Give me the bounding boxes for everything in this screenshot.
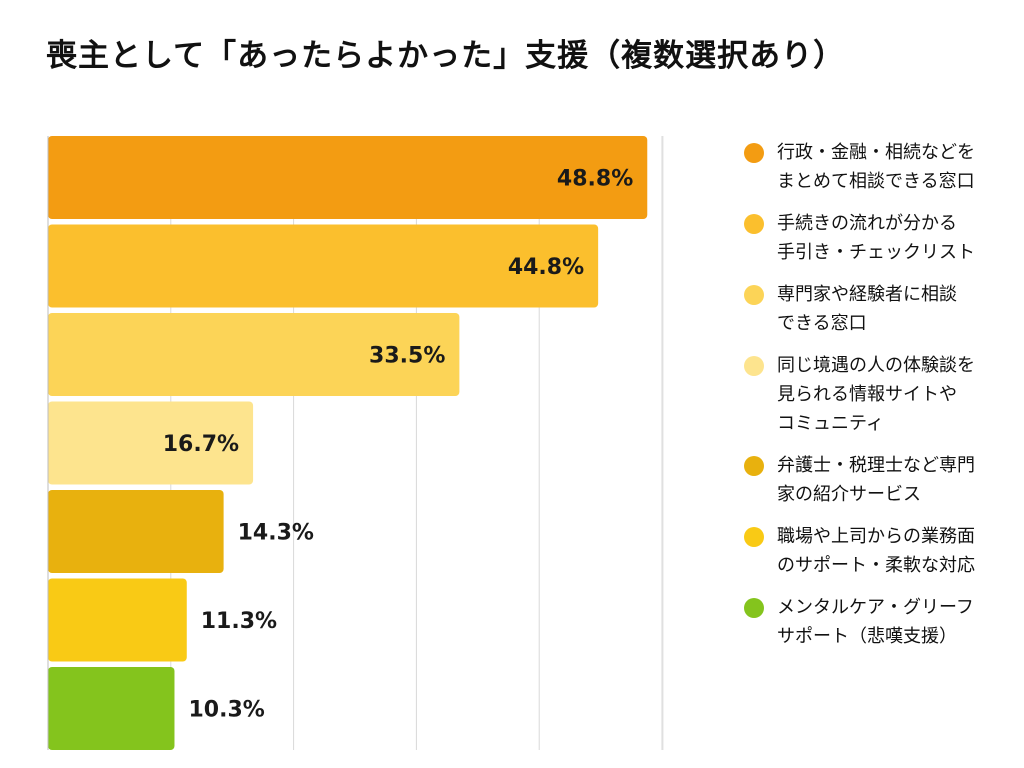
legend-item: 行政・金融・相続などを まとめて相談できる窓口 bbox=[744, 138, 1019, 196]
legend-label: 同じ境遇の人の体験談を bbox=[777, 355, 975, 376]
legend-label: できる窓口 bbox=[777, 313, 867, 334]
bar-value-label: 11.3% bbox=[201, 609, 277, 634]
legend-swatch-icon bbox=[744, 214, 764, 234]
legend-label: 専門家や経験者に相談 bbox=[777, 284, 957, 305]
legend-label: 職場や上司からの業務面 bbox=[777, 526, 975, 547]
legend-label: 手引き・チェックリスト bbox=[777, 242, 975, 263]
legend-label: 行政・金融・相続などを bbox=[777, 142, 975, 163]
legend-item: 職場や上司からの業務面 のサポート・柔軟な対応 bbox=[744, 522, 1019, 580]
page-title: 喪主として「あったらよかった」支援（複数選択あり） bbox=[46, 38, 846, 74]
legend-label: メンタルケア・グリーフ bbox=[777, 597, 974, 618]
bar-value-label: 14.3% bbox=[238, 521, 314, 546]
legend-label: 家の紹介サービス bbox=[777, 484, 921, 505]
legend-swatch-icon bbox=[744, 527, 764, 547]
legend-label: コミュニティ bbox=[777, 413, 884, 434]
bar bbox=[48, 490, 224, 573]
bar bbox=[48, 401, 254, 485]
legend-swatch-icon bbox=[744, 285, 764, 305]
legend-swatch-icon bbox=[744, 598, 764, 618]
bar bbox=[48, 667, 175, 750]
chart-legend: 行政・金融・相続などを まとめて相談できる窓口 手続きの流れが分かる 手引き・チェック… bbox=[744, 138, 1019, 664]
legend-label: のサポート・柔軟な対応 bbox=[777, 555, 975, 576]
bar-value-label: 10.3% bbox=[188, 698, 264, 723]
legend-label: まとめて相談できる窓口 bbox=[777, 171, 975, 192]
legend-swatch-icon bbox=[744, 143, 764, 163]
bar-value-label: 16.7% bbox=[163, 432, 239, 457]
legend-item: メンタルケア・グリーフ サポート（悲嘆支援） bbox=[744, 593, 1019, 651]
legend-label: 手続きの流れが分かる bbox=[777, 213, 957, 234]
legend-swatch-icon bbox=[744, 356, 764, 376]
legend-label: 弁護士・税理士など専門 bbox=[777, 455, 975, 476]
legend-item: 同じ境遇の人の体験談を 見られる情報サイトや コミュニティ bbox=[744, 351, 1019, 438]
legend-swatch-icon bbox=[744, 456, 764, 476]
bar-value-label: 44.8% bbox=[508, 255, 584, 280]
bar bbox=[48, 313, 460, 396]
bar bbox=[48, 136, 648, 219]
legend-item: 手続きの流れが分かる 手引き・チェックリスト bbox=[744, 209, 1019, 267]
bar-value-label: 33.5% bbox=[369, 344, 445, 369]
legend-label: 見られる情報サイトや bbox=[777, 384, 957, 405]
bar bbox=[48, 578, 187, 662]
legend-label: サポート（悲嘆支援） bbox=[777, 626, 957, 647]
bar bbox=[48, 224, 599, 308]
bar-value-label: 48.8% bbox=[557, 167, 633, 192]
legend-item: 専門家や経験者に相談 できる窓口 bbox=[744, 280, 1019, 338]
legend-item: 弁護士・税理士など専門 家の紹介サービス bbox=[744, 451, 1019, 509]
